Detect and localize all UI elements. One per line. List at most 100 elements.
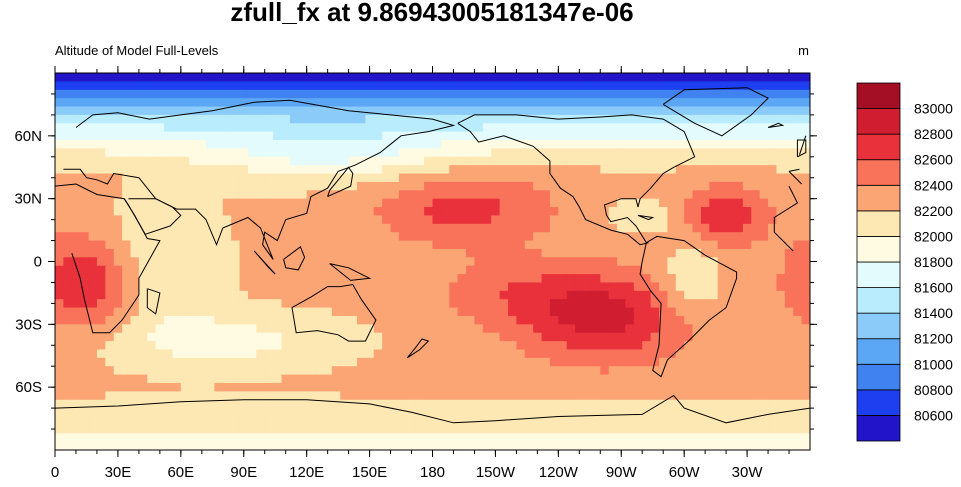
field-cell xyxy=(206,341,215,351)
field-cell xyxy=(474,240,484,250)
field-cell xyxy=(675,248,685,258)
field-cell xyxy=(113,73,123,82)
field-cell xyxy=(231,416,241,426)
field-cell xyxy=(273,73,283,82)
field-cell xyxy=(398,315,408,325)
field-cell xyxy=(340,307,350,317)
field-cell xyxy=(717,424,727,434)
field-cell xyxy=(768,382,778,392)
field-cell xyxy=(80,332,90,342)
field-cell xyxy=(130,366,140,376)
field-cell xyxy=(172,148,182,158)
field-cell xyxy=(373,274,383,284)
field-cell xyxy=(784,165,794,175)
field-cell xyxy=(549,349,559,359)
field-cell xyxy=(365,181,375,191)
field-cell xyxy=(524,324,534,334)
field-cell xyxy=(776,374,786,384)
field-cell xyxy=(96,198,106,208)
field-cell xyxy=(164,114,174,124)
field-cell xyxy=(113,282,123,292)
field-cell xyxy=(726,441,736,450)
field-cell xyxy=(524,332,534,342)
field-cell xyxy=(289,282,299,292)
field-cell xyxy=(122,332,132,342)
field-cell xyxy=(206,357,215,367)
field-cell xyxy=(214,374,224,384)
field-cell xyxy=(700,341,710,351)
field-cell xyxy=(684,240,694,250)
field-cell xyxy=(768,81,778,91)
field-cell xyxy=(759,73,769,82)
field-cell xyxy=(155,315,165,325)
field-cell xyxy=(768,265,778,275)
field-cell xyxy=(466,433,476,443)
field-cell xyxy=(80,181,90,191)
field-cell xyxy=(482,81,492,91)
field-cell xyxy=(206,349,215,359)
field-cell xyxy=(659,315,668,325)
field-cell xyxy=(80,123,90,133)
field-cell xyxy=(633,366,643,376)
field-cell xyxy=(424,248,434,258)
field-cell xyxy=(71,399,81,409)
field-cell xyxy=(164,257,174,267)
field-cell xyxy=(247,190,257,200)
field-cell xyxy=(390,81,400,91)
field-cell xyxy=(709,198,719,208)
field-cell xyxy=(491,391,501,401)
field-cell xyxy=(591,215,601,225)
field-cell xyxy=(482,299,492,309)
field-cell xyxy=(533,240,543,250)
field-cell xyxy=(382,274,392,284)
field-cell xyxy=(726,416,736,426)
field-cell xyxy=(424,89,434,99)
field-cell xyxy=(323,349,333,359)
field-cell xyxy=(726,232,736,242)
field-cell xyxy=(407,140,417,149)
field-cell xyxy=(222,232,232,242)
field-cell xyxy=(625,223,635,233)
field-cell xyxy=(667,307,677,317)
field-cell xyxy=(231,73,241,82)
field-cell xyxy=(650,391,660,401)
field-cell xyxy=(407,399,417,409)
field-cell xyxy=(776,215,786,225)
field-cell xyxy=(541,173,551,183)
field-cell xyxy=(726,73,736,82)
field-cell xyxy=(575,207,585,217)
field-cell xyxy=(508,382,517,392)
field-cell xyxy=(415,324,425,334)
field-cell xyxy=(373,416,383,426)
field-cell xyxy=(407,290,417,300)
field-cell xyxy=(549,307,559,317)
field-cell xyxy=(189,307,199,317)
field-cell xyxy=(499,140,509,149)
field-cell xyxy=(256,106,266,116)
field-cell xyxy=(172,357,182,367)
colorbar-label: 83000 xyxy=(914,101,953,117)
field-cell xyxy=(466,156,476,166)
x-tick-label: 180 xyxy=(420,464,445,481)
field-cell xyxy=(558,207,568,217)
field-cell xyxy=(71,299,81,309)
field-cell xyxy=(516,274,526,284)
field-cell xyxy=(751,324,761,334)
field-cell xyxy=(88,299,98,309)
field-cell xyxy=(508,98,517,108)
field-cell xyxy=(482,140,492,149)
field-cell xyxy=(508,307,517,317)
field-cell xyxy=(382,181,392,191)
field-cell xyxy=(499,81,509,91)
field-cell xyxy=(692,98,702,108)
field-cell xyxy=(306,349,316,359)
field-cell xyxy=(541,73,551,82)
field-cell xyxy=(625,349,635,359)
field-cell xyxy=(331,257,341,267)
field-cell xyxy=(650,140,660,149)
field-cell xyxy=(122,399,132,409)
field-cell xyxy=(776,299,786,309)
field-cell xyxy=(583,265,593,275)
field-cell xyxy=(667,324,677,334)
field-cell xyxy=(474,106,484,116)
